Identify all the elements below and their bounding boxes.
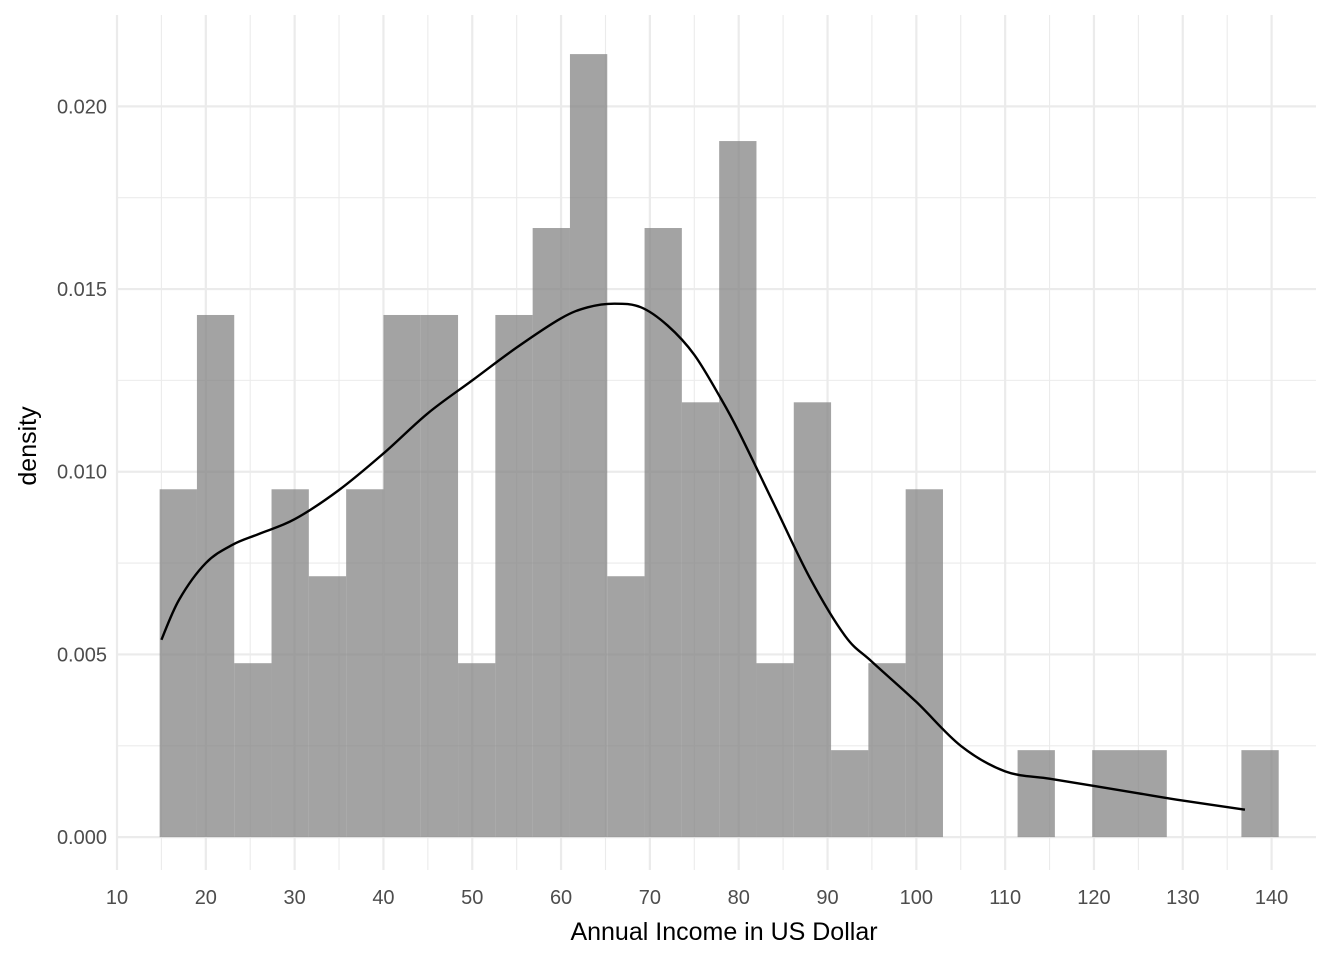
histogram-bar [346, 489, 384, 838]
histogram-bar [868, 663, 906, 838]
x-tick-label: 120 [1077, 887, 1110, 909]
histogram-bar [196, 314, 235, 838]
x-tick-label: 110 [989, 887, 1021, 909]
histogram-bar [719, 141, 757, 838]
y-axis-title: density [14, 406, 42, 486]
histogram-bar [1241, 750, 1279, 838]
histogram-bar [234, 663, 272, 838]
y-axis-tick-labels: 0.000 0.005 0.010 0.015 0.020 [57, 96, 107, 849]
x-tick-label: 10 [106, 887, 128, 909]
histogram-bar [532, 228, 570, 838]
histogram-bar [831, 750, 869, 838]
histogram-bar [644, 228, 682, 838]
histogram-bar [1092, 750, 1130, 838]
y-tick-label: 0.015 [57, 279, 107, 301]
y-tick-label: 0.005 [57, 644, 107, 666]
histogram-bar [458, 663, 496, 838]
histogram-bar [1017, 750, 1055, 838]
x-tick-label: 130 [1166, 887, 1199, 909]
x-tick-label: 90 [816, 887, 838, 909]
x-tick-label: 70 [639, 887, 661, 909]
x-tick-label: 50 [461, 887, 483, 909]
x-axis-tick-labels: 10 20 30 40 50 60 70 80 90 100 110 120 130 140 [106, 887, 1288, 909]
histogram-bar [793, 402, 832, 838]
histogram-bar [607, 576, 645, 838]
density-curve [160, 302, 1246, 811]
histogram-bar [308, 576, 347, 838]
x-tick-label: 20 [195, 887, 217, 909]
y-tick-label: 0.000 [57, 827, 107, 849]
histogram-bars [159, 54, 1279, 838]
histogram-bar [681, 402, 720, 838]
histogram-bar [756, 663, 794, 838]
histogram-bar [495, 314, 533, 838]
x-tick-label: 100 [900, 887, 933, 909]
histogram-bar [569, 54, 608, 838]
x-tick-label: 80 [728, 887, 750, 909]
histogram-bar [905, 489, 943, 838]
histogram-bar [159, 489, 197, 838]
y-tick-label: 0.020 [57, 96, 107, 118]
x-axis-title: Annual Income in US Dollar [570, 918, 877, 946]
x-tick-label: 30 [284, 887, 306, 909]
histogram-bar [383, 314, 421, 838]
histogram-bar [271, 489, 309, 838]
x-tick-label: 140 [1255, 887, 1288, 909]
x-tick-label: 40 [372, 887, 394, 909]
histogram-bar [420, 314, 459, 838]
x-tick-label: 60 [550, 887, 572, 909]
y-tick-label: 0.010 [57, 462, 107, 484]
